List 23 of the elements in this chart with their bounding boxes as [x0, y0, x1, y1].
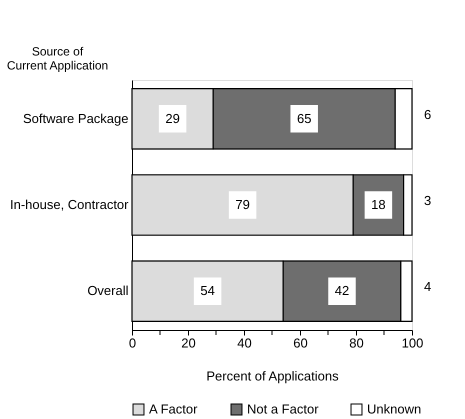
- legend-label: Not a Factor: [247, 402, 320, 417]
- data-label: 4: [424, 279, 432, 294]
- data-label: 79: [235, 197, 250, 212]
- y-axis-title: Source of Current Application: [6, 44, 108, 72]
- data-label: 6: [424, 106, 432, 122]
- data-label: 42: [334, 283, 350, 298]
- x-tick-label: 80: [349, 336, 364, 350]
- data-label: 18: [371, 197, 386, 212]
- y-tick-label: Overall: [87, 283, 129, 298]
- x-tick-label: 20: [181, 336, 196, 350]
- x-axis-title: Percent of Applications: [206, 368, 340, 384]
- data-label: 29: [165, 110, 180, 126]
- data-label: 54: [200, 283, 215, 298]
- data-label: 3: [424, 193, 432, 208]
- x-tick-label: 60: [293, 336, 308, 350]
- data-label: 65: [296, 110, 312, 126]
- x-tick-label: 0: [128, 336, 136, 350]
- x-tick-label: 100: [402, 336, 424, 350]
- legend-label: Unknown: [367, 402, 422, 417]
- y-tick-label: Software Package: [22, 110, 128, 126]
- y-tick-label: In-house, Contractor: [10, 197, 130, 212]
- legend-label: A Factor: [149, 402, 198, 417]
- x-tick-label: 40: [237, 336, 252, 350]
